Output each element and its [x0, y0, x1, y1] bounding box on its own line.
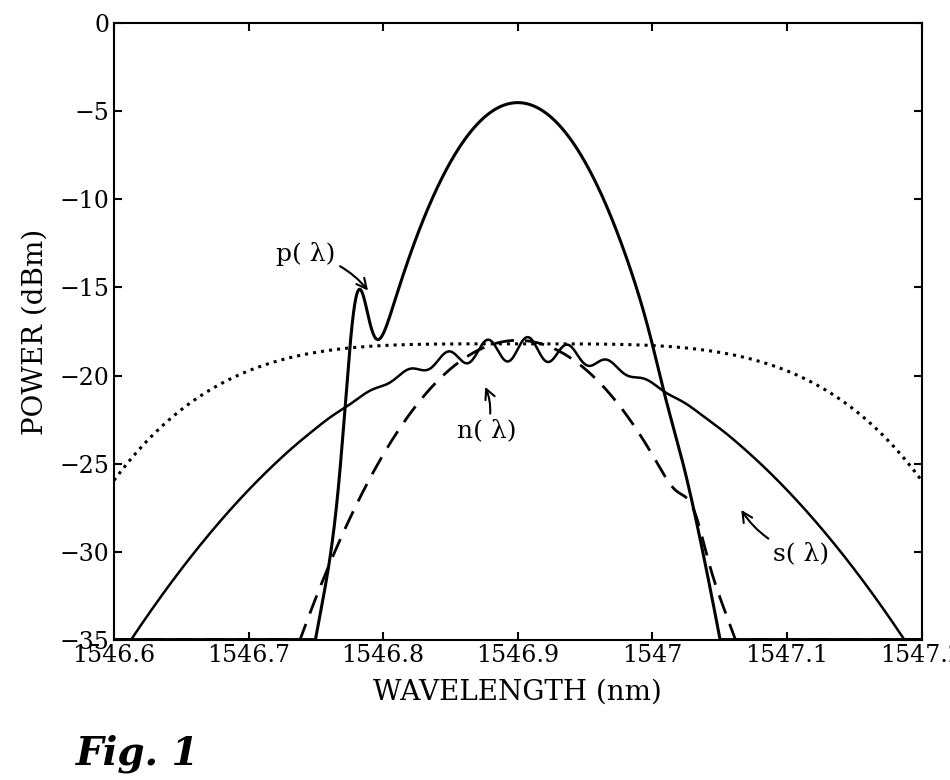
Text: n( λ): n( λ) — [457, 389, 517, 442]
Y-axis label: POWER (dBm): POWER (dBm) — [21, 229, 48, 434]
X-axis label: WAVELENGTH (nm): WAVELENGTH (nm) — [373, 679, 662, 706]
Text: p( λ): p( λ) — [276, 242, 367, 289]
Text: s( λ): s( λ) — [743, 512, 829, 566]
Text: Fig. 1: Fig. 1 — [76, 735, 200, 773]
